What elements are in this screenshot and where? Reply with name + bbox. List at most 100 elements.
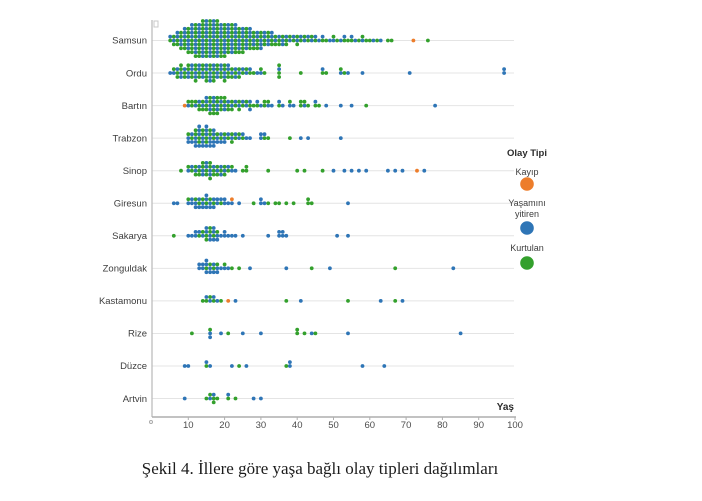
data-point [193,71,198,75]
data-point [248,46,252,51]
data-point [273,201,278,206]
data-point [190,168,194,173]
data-point [433,103,437,108]
data-point [222,201,227,206]
data-point [298,38,303,43]
data-point [219,140,223,144]
x-tick-label: 30 [256,420,267,431]
data-point [277,71,281,75]
data-point [186,67,191,71]
data-point [237,107,242,112]
data-point [190,140,194,144]
data-point [211,54,216,58]
y-category-label: Bartın [122,101,147,112]
data-point [302,38,307,43]
y-category-label: Sakarya [112,231,148,242]
data-point [240,233,245,238]
data-point [179,46,183,51]
data-point [179,63,183,68]
data-point [179,38,183,43]
data-point [233,67,238,71]
data-point [230,50,234,55]
data-point [219,67,223,71]
data-point [200,299,205,303]
data-point [248,34,252,39]
data-point [208,63,213,68]
data-point [222,140,227,144]
data-point [240,136,245,141]
data-point [338,71,343,75]
data-point [193,30,198,35]
data-point [244,34,249,39]
data-point [190,30,194,35]
data-point [182,42,187,47]
data-point [237,67,242,71]
data-point [208,107,213,112]
data-point [219,201,223,206]
data-point [204,71,209,75]
data-point [309,266,314,271]
data-point [168,71,173,75]
data-point [302,34,307,39]
data-point [251,396,256,401]
data-point [237,201,242,206]
data-point [175,201,180,206]
data-point [211,46,216,51]
data-point [215,396,220,401]
data-point [208,50,213,55]
data-point [237,71,242,75]
data-point [240,103,245,108]
data-point [219,23,223,27]
data-point [215,164,220,169]
x-axis-title: Yaş [497,402,515,413]
data-point [222,78,227,83]
data-point [215,111,220,116]
data-point [309,201,314,206]
data-point [259,30,263,35]
data-point [211,26,216,31]
data-point [230,107,234,112]
data-point [233,71,238,75]
data-point [219,71,223,75]
data-point [295,331,300,336]
data-point [200,103,205,108]
data-point [193,205,198,210]
data-point [233,396,238,401]
data-point [186,63,191,68]
data-point [262,34,267,39]
data-point [179,168,183,173]
data-point [230,233,234,238]
data-point [346,71,350,75]
data-point [233,30,238,35]
data-point [186,75,191,79]
data-point [298,34,303,39]
data-point [208,164,213,169]
data-point [360,38,365,43]
data-point [371,38,376,43]
data-point [204,132,209,137]
data-point [269,30,274,35]
data-point [284,38,289,43]
data-point [230,266,234,271]
y-category-label: Trabzon [113,133,148,144]
data-point [182,30,187,35]
data-point [193,144,198,148]
data-point [211,237,216,242]
data-point [269,103,274,108]
data-point [240,168,245,173]
data-point [309,331,314,336]
data-point [288,136,292,141]
data-point [219,107,223,112]
data-point [211,71,216,75]
data-point [222,233,227,238]
data-point [200,34,205,39]
data-point [298,103,303,108]
data-point [230,168,234,173]
data-point [367,38,372,43]
data-point [375,38,379,43]
data-point [237,266,242,271]
data-point [190,71,194,75]
data-point [204,103,209,108]
data-point [266,42,271,47]
data-point [219,266,223,271]
